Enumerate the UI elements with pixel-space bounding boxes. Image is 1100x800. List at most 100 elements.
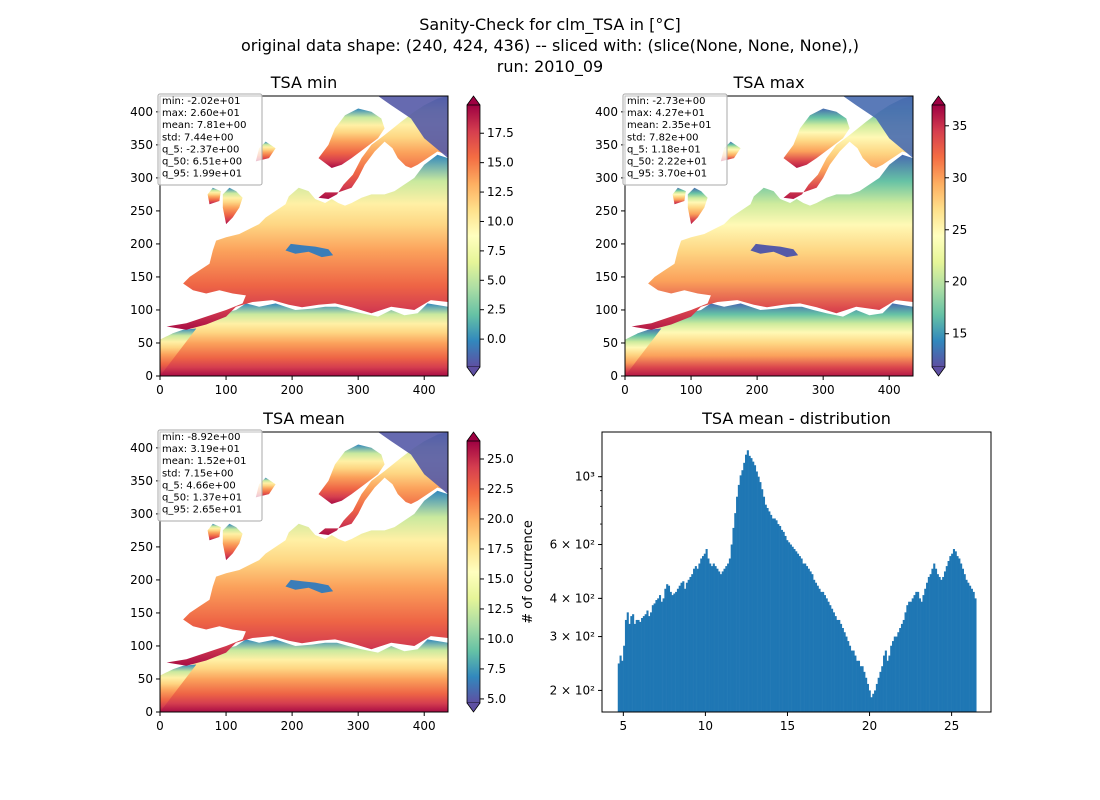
histogram-bar <box>698 563 701 712</box>
histogram-bar <box>838 619 841 712</box>
histogram-bar <box>845 636 848 712</box>
colorbar-tick-label: 15.0 <box>487 572 514 586</box>
histogram-bar <box>852 650 855 712</box>
land-region <box>672 187 686 205</box>
histogram-bar <box>832 612 835 712</box>
colorbar-outline-bottom <box>466 366 481 377</box>
axes-frame <box>624 95 914 377</box>
axes-frame <box>159 431 449 713</box>
histogram-bar <box>872 693 875 712</box>
x-tick-label: 5 <box>620 719 628 733</box>
histogram-bar <box>969 585 972 712</box>
histogram-bar <box>951 553 954 712</box>
histogram-bar <box>800 558 803 712</box>
colorbar-tick-label: 17.5 <box>487 542 514 556</box>
histogram-bar <box>829 605 832 712</box>
land-region <box>318 108 385 168</box>
histogram-bar <box>748 455 751 712</box>
colorbar-outline-top <box>466 431 481 442</box>
histogram-bar <box>703 553 706 712</box>
histogram-bar <box>793 549 796 712</box>
histogram-bar <box>655 600 658 712</box>
colorbar-tick-label: 15.0 <box>487 156 514 170</box>
histogram-bar <box>804 563 807 712</box>
histogram-bar <box>920 601 923 712</box>
land-region <box>222 523 243 561</box>
y-tick-label: 200 <box>130 573 153 587</box>
stats-line: std: 7.82e+00 <box>627 132 699 143</box>
histogram-bar <box>933 563 936 712</box>
histogram-bar <box>737 484 740 712</box>
histogram-bar <box>678 585 681 712</box>
y-tick-label: 300 <box>130 171 153 185</box>
colorbar-tick-label: 10.0 <box>487 632 514 646</box>
histogram-bar <box>805 566 809 712</box>
land-region <box>631 154 913 330</box>
y-tick-label: 250 <box>130 540 153 554</box>
histogram-bar <box>911 598 914 712</box>
histogram-bar <box>669 591 672 712</box>
histogram-bar <box>637 619 640 712</box>
histogram-bar <box>680 582 683 712</box>
y-tick-label: 300 <box>130 507 153 521</box>
stats-line: mean: 7.81e+00 <box>162 120 246 131</box>
colorbar-extend-min <box>932 367 945 376</box>
histogram-bar <box>927 576 930 712</box>
histogram-bar <box>938 576 941 712</box>
axes-frame <box>159 95 449 377</box>
colorbar-tick-label: 10.0 <box>487 214 514 228</box>
x-tick-label: 10 <box>698 719 713 733</box>
colorbar-gradient <box>466 104 481 368</box>
stats-line: q_95: 3.70e+01 <box>627 169 707 180</box>
histogram-bar <box>675 591 678 712</box>
suptitle-line-3: run: 2010_09 <box>497 57 603 77</box>
histogram-bar <box>863 671 866 712</box>
histogram-bar <box>789 544 792 712</box>
y-tick-label: 4 × 10² <box>550 591 596 605</box>
histogram-bar <box>831 608 834 712</box>
colorbar-tick-label: 20 <box>952 275 967 289</box>
histogram-bar <box>874 690 877 712</box>
suptitle-line-2: original data shape: (240, 424, 436) -- … <box>241 36 859 55</box>
histogram-bar <box>943 571 947 712</box>
panel-title: TSA min <box>270 73 337 92</box>
stats-line: std: 7.44e+00 <box>162 132 234 143</box>
histogram-bar <box>628 623 631 712</box>
y-tick-label: 100 <box>595 303 618 317</box>
colorbar-tick-label: 25.0 <box>487 452 514 466</box>
histogram-bar <box>961 568 964 712</box>
histogram-bar <box>802 563 805 712</box>
colorbar-tick-label: 5.0 <box>487 273 506 287</box>
colorbar-tick-label: 15 <box>952 327 967 341</box>
colorbar-tick-label: 0.0 <box>487 332 506 346</box>
histogram-bar <box>877 677 880 712</box>
histogram-bar <box>761 489 764 712</box>
histogram-bar <box>736 496 739 712</box>
histogram-bar <box>710 566 714 712</box>
histogram-bar <box>757 476 760 712</box>
colorbar-tick-label: 17.5 <box>487 126 514 140</box>
colorbar-outline-top <box>931 95 946 106</box>
histogram-bar <box>908 601 911 712</box>
histogram-bar <box>906 605 909 712</box>
histogram-bar <box>848 645 852 712</box>
histogram-bar <box>796 553 800 712</box>
histogram-bar <box>897 632 900 712</box>
x-tick-label: 100 <box>215 719 238 733</box>
histogram-bar <box>965 579 968 712</box>
x-tick-label: 15 <box>780 719 795 733</box>
histogram-bar <box>676 588 679 712</box>
x-tick-label: 200 <box>746 383 769 397</box>
axes-frame <box>601 431 992 713</box>
y-tick-label: 2 × 10² <box>550 683 596 697</box>
histogram-bar <box>947 561 950 712</box>
histogram-bar <box>653 603 656 712</box>
histogram-bar <box>956 556 959 712</box>
colorbar-tick-label: 12.5 <box>487 185 514 199</box>
histogram-bar <box>809 571 812 712</box>
histogram-bar <box>913 595 916 712</box>
histogram-bar <box>836 619 839 712</box>
histogram-bar <box>741 470 744 712</box>
histogram-bar <box>712 563 715 712</box>
